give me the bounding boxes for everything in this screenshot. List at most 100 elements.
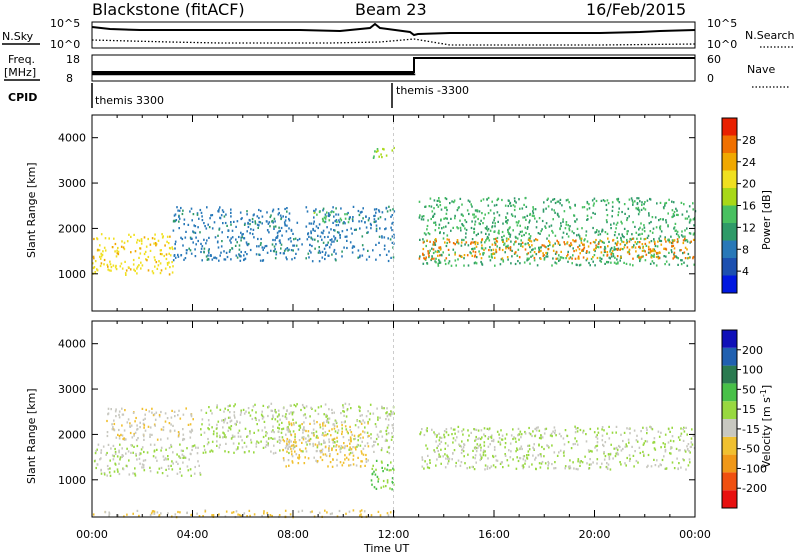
- data-cell: [152, 455, 155, 458]
- data-cell: [386, 210, 389, 213]
- data-cell: [119, 265, 122, 268]
- data-cell: [456, 436, 458, 439]
- data-cell: [212, 433, 215, 436]
- data-cell: [425, 256, 427, 259]
- data-cell: [610, 255, 613, 258]
- data-cell: [301, 450, 303, 453]
- data-cell: [110, 269, 112, 272]
- data-cell: [616, 248, 618, 251]
- data-cell: [692, 255, 695, 259]
- data-cell: [157, 239, 160, 242]
- data-cell: [279, 241, 282, 244]
- data-cell: [447, 457, 449, 460]
- data-cell: [484, 227, 487, 230]
- data-cell: [171, 409, 173, 412]
- data-cell: [311, 260, 314, 263]
- data-cell: [439, 204, 442, 207]
- data-cell: [342, 461, 345, 464]
- data-cell: [281, 414, 284, 418]
- data-cell: [301, 441, 303, 444]
- data-cell: [244, 251, 247, 254]
- data-cell: [487, 445, 490, 448]
- data-cell: [165, 253, 168, 256]
- data-cell: [107, 443, 110, 446]
- data-cell: [550, 200, 552, 203]
- data-cell: [278, 211, 280, 215]
- data-cell: [489, 229, 492, 232]
- data-cell: [438, 432, 440, 435]
- data-cell: [464, 243, 466, 246]
- data-cell: [480, 455, 482, 458]
- data-cell: [356, 443, 359, 446]
- data-cell: [654, 448, 657, 451]
- data-cell: [439, 231, 441, 235]
- data-cell: [621, 210, 623, 214]
- data-cell: [647, 245, 650, 248]
- data-cell: [278, 226, 280, 229]
- data-cell: [548, 239, 550, 243]
- data-cell: [348, 464, 350, 467]
- data-cell: [290, 240, 292, 243]
- data-cell: [314, 247, 316, 250]
- data-cell: [554, 429, 556, 432]
- data-cell: [472, 456, 474, 459]
- data-cell: [538, 246, 541, 249]
- data-cell: [351, 433, 353, 436]
- data-cell: [387, 432, 390, 435]
- data-cell: [238, 429, 241, 432]
- data-cell: [518, 256, 521, 259]
- data-cell: [420, 218, 423, 221]
- data-cell: [199, 231, 201, 234]
- data-cell: [333, 229, 335, 232]
- data-cell: [141, 264, 144, 267]
- data-cell: [136, 267, 138, 270]
- data-cell: [377, 435, 380, 438]
- data-cell: [444, 197, 447, 200]
- data-cell: [439, 200, 441, 203]
- data-cell: [179, 417, 182, 420]
- data-cell: [428, 233, 431, 236]
- data-cell: [322, 232, 324, 235]
- data-cell: [211, 426, 213, 429]
- data-cell: [648, 241, 651, 244]
- data-cell: [436, 250, 439, 254]
- data-cell: [341, 432, 343, 436]
- data-cell: [308, 235, 310, 238]
- data-cell: [344, 454, 346, 457]
- data-cell: [303, 429, 306, 432]
- data-cell: [683, 426, 685, 429]
- data-cell: [506, 212, 509, 215]
- data-cell: [217, 240, 219, 243]
- data-cell: [255, 442, 258, 445]
- data-cell: [576, 443, 579, 446]
- colorbar-swatch: [722, 135, 737, 153]
- data-cell: [588, 203, 590, 206]
- data-cell: [686, 433, 688, 436]
- data-cell: [591, 199, 594, 202]
- data-cell: [563, 443, 566, 446]
- data-cell: [142, 466, 145, 469]
- data-cell: [292, 232, 294, 235]
- data-cell: [258, 216, 260, 220]
- data-cell: [288, 412, 291, 415]
- data-cell: [191, 428, 193, 431]
- data-cell: [365, 458, 368, 461]
- data-cell: [120, 245, 123, 248]
- data-cell: [306, 443, 308, 446]
- data-cell: [523, 203, 525, 206]
- data-cell: [339, 236, 341, 239]
- data-cell: [145, 258, 147, 261]
- data-cell: [375, 243, 377, 246]
- data-cell: [318, 223, 321, 226]
- data-cell: [373, 440, 375, 443]
- data-cell: [541, 219, 544, 223]
- data-cell: [509, 246, 512, 249]
- data-cell: [447, 221, 450, 225]
- data-cell: [196, 213, 199, 216]
- data-cell: [189, 430, 191, 433]
- data-cell: [526, 257, 529, 260]
- data-cell: [246, 435, 248, 438]
- data-cell: [100, 457, 102, 460]
- data-cell: [687, 256, 690, 260]
- data-cell: [119, 458, 121, 461]
